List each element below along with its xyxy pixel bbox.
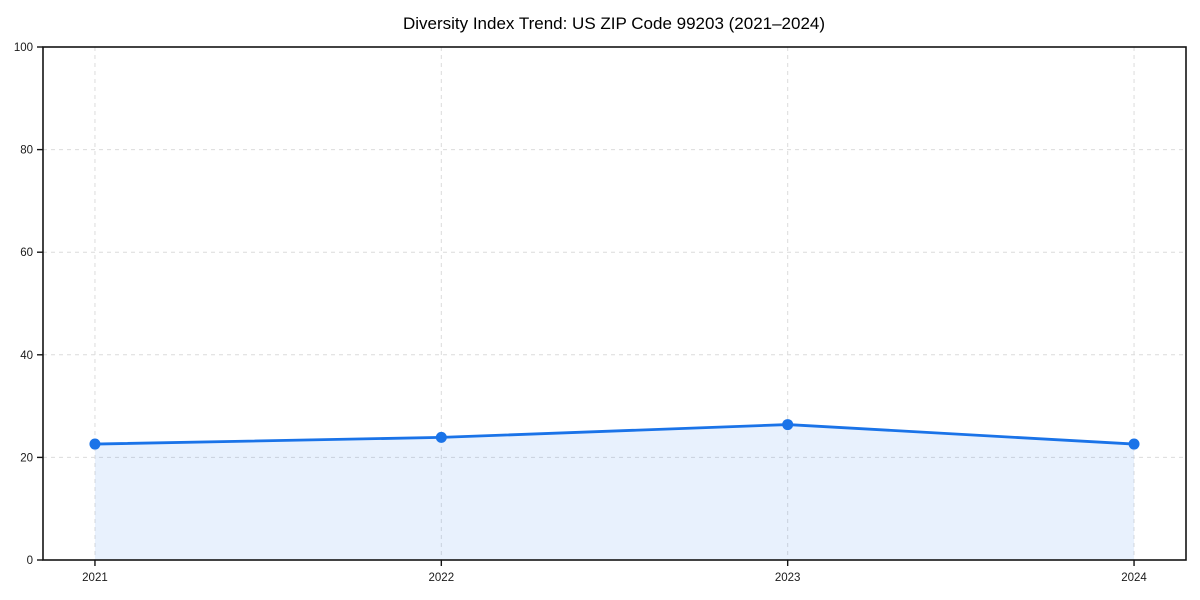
plot-area: 2021 2022 2023 2024 0 20 40 60 80 100 — [14, 42, 1187, 584]
y-tick-label: 80 — [20, 145, 33, 157]
plot-frame — [42, 46, 1187, 561]
y-tick-label: 40 — [20, 350, 33, 362]
data-point — [89, 438, 101, 450]
data-point — [435, 431, 447, 443]
y-tick-label: 0 — [27, 555, 33, 567]
y-tick-label: 60 — [20, 247, 33, 259]
y-tick-label: 20 — [20, 452, 33, 464]
chart-title: Diversity Index Trend: US ZIP Code 99203… — [403, 14, 825, 33]
data-point — [1128, 438, 1140, 450]
area-fill — [94, 424, 1135, 560]
x-tick-label: 2023 — [775, 572, 801, 584]
data-point — [782, 419, 794, 431]
data-line — [93, 423, 1136, 446]
x-tick-label: 2021 — [82, 572, 108, 584]
x-tick-label: 2024 — [1121, 572, 1147, 584]
y-tick-label: 100 — [14, 42, 33, 54]
x-tick-label: 2022 — [429, 572, 455, 584]
